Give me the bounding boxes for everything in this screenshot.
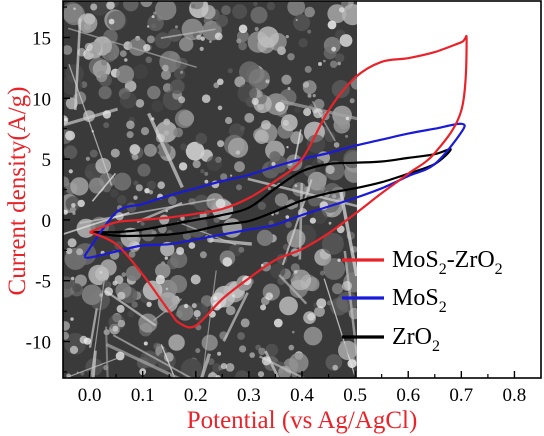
x-tick-label: 0.1 bbox=[131, 385, 155, 406]
x-tick-label: 0.2 bbox=[184, 385, 208, 406]
y-tick-label: -5 bbox=[35, 272, 51, 293]
y-axis-title: Current density(A/g) bbox=[4, 87, 31, 296]
x-tick-label: 0.3 bbox=[237, 385, 261, 406]
y-axis: 15 10 5 0 -5 -10 bbox=[26, 6, 70, 373]
series-line-zro2 bbox=[89, 147, 452, 238]
sem-highlights bbox=[63, 1, 357, 378]
y-tick-label: -10 bbox=[26, 333, 51, 354]
x-tick-label: 0.0 bbox=[78, 385, 102, 406]
y-tick-label: 0 bbox=[42, 211, 52, 232]
legend-label: ZrO2 bbox=[392, 324, 440, 355]
series-layer bbox=[83, 34, 468, 329]
series-line-mos2-zro2 bbox=[89, 34, 468, 329]
x-tick-label: 0.7 bbox=[449, 385, 473, 406]
x-tick-label: 0.8 bbox=[503, 385, 527, 406]
x-axis-title: Potential (vs Ag/AgCl) bbox=[187, 407, 418, 434]
sem-rods bbox=[63, 18, 357, 378]
y-tick-label: 5 bbox=[42, 150, 52, 171]
x-tick-label: 0.4 bbox=[290, 385, 314, 406]
y-tick-label: 15 bbox=[32, 29, 51, 50]
y-tick-label: 10 bbox=[32, 89, 51, 110]
x-axis: 0.0 0.1 0.2 0.3 0.4 0.5 0.6 0.7 0.8 bbox=[78, 371, 527, 406]
x-tick-label: 0.6 bbox=[396, 385, 420, 406]
legend-label: MoS2-ZrO2 bbox=[392, 247, 503, 278]
sem-particles bbox=[63, 1, 357, 378]
sem-micrograph-image bbox=[63, 1, 357, 378]
legend: MoS2-ZrO2 MoS2 ZrO2 bbox=[342, 247, 503, 355]
x-tick-label: 0.5 bbox=[343, 385, 367, 406]
series-line-mos2 bbox=[83, 122, 466, 259]
legend-label: MoS2 bbox=[392, 285, 447, 316]
